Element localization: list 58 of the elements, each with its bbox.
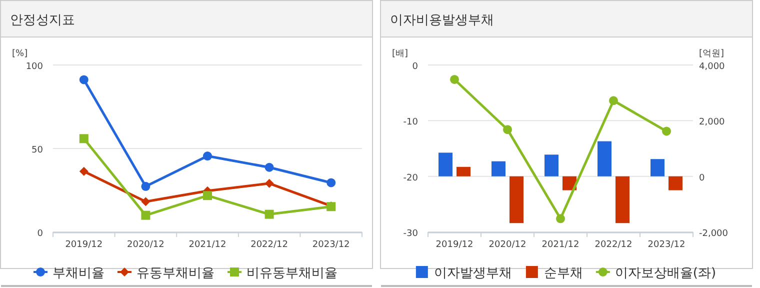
point (141, 182, 150, 191)
point (264, 178, 274, 188)
point (264, 162, 274, 172)
y-tick-label: -20 (403, 173, 418, 184)
bar (456, 166, 470, 176)
legend-label: 이자보상배율(좌) (614, 266, 716, 281)
x-tick-label: 2021/12 (542, 240, 580, 250)
point (79, 134, 88, 144)
x-tick-label: 2019/12 (436, 240, 474, 250)
y2-axis-title: [억원] (699, 49, 724, 59)
point (556, 214, 565, 224)
legend-label: 부채비율 (52, 266, 104, 281)
x-tick-label: 2019/12 (65, 240, 103, 250)
y-axis-title: [배] (392, 49, 408, 59)
legend-label: 순부채 (544, 266, 583, 281)
y-tick-label: 100 (26, 62, 44, 72)
legend-label: 이자발생부채 (434, 266, 512, 281)
y2-tick-label: 2,000 (699, 118, 726, 128)
bar (616, 176, 630, 224)
x-tick-label: 2022/12 (250, 240, 288, 250)
y2-tick-label: 4,000 (699, 62, 726, 72)
y-axis-title: [%] (12, 49, 28, 59)
point (79, 166, 88, 176)
point (264, 210, 274, 219)
x-tick-label: 2022/12 (594, 240, 632, 250)
x-tick-label: 2023/12 (312, 240, 350, 250)
x-tick-label: 2023/12 (648, 240, 686, 250)
point (203, 152, 212, 161)
point (450, 74, 459, 84)
chart-title: 안정성지표 (10, 13, 75, 28)
point (609, 96, 618, 106)
x-tick-label: 2021/12 (188, 240, 226, 250)
chart-title: 이자비용발생부채 (390, 13, 494, 28)
bar (668, 176, 682, 190)
legend-label: 비유동부채비율 (246, 266, 338, 281)
point (662, 126, 671, 136)
point (79, 75, 88, 84)
x-tick-label: 2020/12 (127, 240, 164, 250)
x-tick-label: 2020/12 (488, 240, 526, 250)
point (326, 178, 336, 188)
y2-tick-label: -2,000 (699, 229, 728, 239)
y-tick-label: 0 (37, 229, 44, 239)
y-tick-label: -30 (403, 229, 418, 239)
legend-label: 유동부채비율 (136, 266, 214, 281)
bar (544, 154, 558, 176)
y-tick-label: -10 (403, 118, 418, 128)
point (503, 125, 512, 134)
bar (492, 161, 506, 176)
point (141, 197, 150, 206)
point (203, 191, 212, 200)
point (141, 210, 150, 220)
bar (510, 176, 524, 224)
bar (650, 159, 664, 176)
bar (438, 152, 452, 176)
y-tick-label: 0 (412, 62, 418, 72)
y-tick-label: 50 (32, 146, 44, 156)
bar (598, 141, 612, 176)
y2-tick-label: 0 (699, 173, 705, 184)
